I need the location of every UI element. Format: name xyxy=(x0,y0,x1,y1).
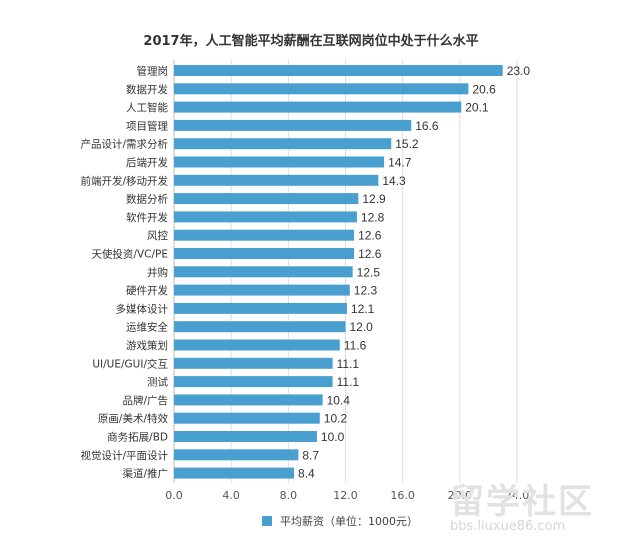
category-label: 数据开发 xyxy=(126,83,168,96)
category-label: 前端开发/移动开发 xyxy=(80,174,168,187)
bar xyxy=(174,83,469,95)
bar xyxy=(174,193,359,205)
legend-label: 平均薪资（单位：1000元） xyxy=(280,515,418,528)
category-label: 管理岗 xyxy=(137,65,169,78)
bar xyxy=(174,138,392,150)
bar xyxy=(174,357,333,369)
value-label: 10.2 xyxy=(324,412,348,426)
category-label: 人工智能 xyxy=(126,101,168,114)
x-tick-label: 8.0 xyxy=(280,489,298,502)
value-label: 10.4 xyxy=(327,393,351,407)
x-tick-label: 12.0 xyxy=(333,489,358,502)
category-label: 硬件开发 xyxy=(126,284,168,297)
category-label: 天使投资/VC/PE xyxy=(91,248,168,261)
x-tick-label: 24.0 xyxy=(505,489,530,502)
category-label: 并购 xyxy=(147,266,168,279)
bar xyxy=(174,394,323,406)
category-label: 多媒体设计 xyxy=(116,302,169,315)
value-label: 12.8 xyxy=(361,210,385,224)
bar xyxy=(174,376,333,388)
bar xyxy=(174,101,462,113)
value-label: 20.1 xyxy=(465,101,489,115)
bar xyxy=(174,467,295,479)
value-label: 12.6 xyxy=(358,229,382,243)
value-label: 11.1 xyxy=(337,375,360,389)
bar xyxy=(174,302,347,314)
value-label: 10.0 xyxy=(321,430,345,444)
value-label: 12.5 xyxy=(357,265,381,279)
bar xyxy=(174,119,412,131)
category-label: 游戏策划 xyxy=(126,339,168,352)
x-tick-label: 16.0 xyxy=(390,489,415,502)
bar xyxy=(174,156,385,168)
value-label: 11.6 xyxy=(344,339,367,353)
category-label: 运维安全 xyxy=(126,321,168,334)
watermark-url: bbs.liuxue86.com xyxy=(450,519,566,534)
bar xyxy=(174,266,353,278)
value-label: 20.6 xyxy=(472,82,496,96)
category-label: 产品设计/需求分析 xyxy=(80,138,168,151)
value-label: 12.1 xyxy=(351,302,375,316)
bar xyxy=(174,412,320,424)
category-label: 渠道/推广 xyxy=(122,467,168,480)
category-label: 品牌/广告 xyxy=(122,394,168,407)
value-label: 15.2 xyxy=(395,137,419,151)
value-label: 12.6 xyxy=(358,247,382,261)
category-labels: 管理岗数据开发人工智能项目管理产品设计/需求分析后端开发前端开发/移动开发数据分… xyxy=(80,65,168,481)
x-tick-labels: 0.0 4.0 8.0 12.0 16.0 20.0 24.0 xyxy=(165,489,529,502)
value-label: 14.3 xyxy=(382,174,406,188)
value-labels: 23.0 20.6 20.1 16.6 15.2 14.7 14.3 12.9 12.8 12.6… xyxy=(298,64,530,481)
category-label: 风控 xyxy=(147,229,168,242)
legend-swatch xyxy=(262,516,272,526)
x-tick-label: 4.0 xyxy=(222,489,240,502)
x-tick-label: 20.0 xyxy=(448,489,473,502)
value-label: 12.3 xyxy=(354,284,378,298)
value-label: 11.1 xyxy=(337,357,360,371)
category-label: 商务拓展/BD xyxy=(107,431,168,444)
chart-title: 2017年，人工智能平均薪酬在互联网岗位中处于什么水平 xyxy=(143,34,479,49)
value-label: 8.4 xyxy=(298,467,315,481)
watermark: 留学社区 bbs.liuxue86.com xyxy=(450,474,594,534)
value-label: 16.6 xyxy=(415,119,439,133)
value-label: 12.0 xyxy=(350,320,374,334)
bar xyxy=(174,449,299,461)
category-label: 测试 xyxy=(147,376,168,389)
category-label: 数据分析 xyxy=(126,193,168,206)
category-label: 后端开发 xyxy=(126,156,168,169)
value-label: 12.9 xyxy=(362,192,386,206)
category-label: UI/UE/GUI/交互 xyxy=(92,357,168,370)
category-label: 软件开发 xyxy=(126,211,168,224)
category-label: 视觉设计/平面设计 xyxy=(80,449,168,462)
bar xyxy=(174,65,503,76)
bar xyxy=(174,174,379,186)
bar xyxy=(174,321,346,333)
x-tick-label: 0.0 xyxy=(165,489,183,502)
watermark-text: 留学社区 xyxy=(450,482,594,522)
bar xyxy=(174,229,355,241)
value-label: 14.7 xyxy=(388,156,412,170)
category-label: 项目管理 xyxy=(126,119,168,132)
value-label: 23.0 xyxy=(507,64,531,78)
category-label: 原画/美术/特效 xyxy=(98,412,169,425)
value-label: 8.7 xyxy=(302,448,319,462)
legend: 平均薪资（单位：1000元） xyxy=(262,513,418,529)
bars xyxy=(174,65,503,479)
bar xyxy=(174,211,357,223)
bar xyxy=(174,284,350,296)
bar xyxy=(174,339,340,351)
bar xyxy=(174,248,355,259)
bar xyxy=(174,431,317,442)
